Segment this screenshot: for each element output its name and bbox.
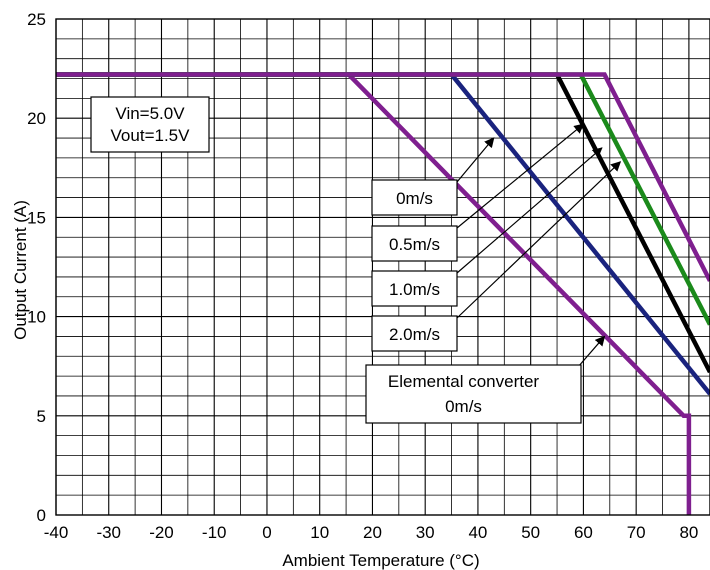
y-tick-label: 15 — [27, 208, 46, 227]
x-tick-label: 80 — [679, 523, 698, 542]
x-tick-label: 30 — [416, 523, 435, 542]
label-arrow-05ms — [456, 123, 585, 229]
x-tick-label: 40 — [468, 523, 487, 542]
elemental-text: 0m/s — [445, 397, 482, 416]
label-text-10ms: 1.0m/s — [389, 280, 440, 299]
x-tick-label: 70 — [627, 523, 646, 542]
plot-border — [55, 18, 710, 516]
elemental-box — [365, 364, 582, 424]
label-arrow-0ms — [456, 137, 495, 183]
y-axis-label: Output Current (A) — [11, 200, 30, 340]
label-text-05ms: 0.5m/s — [389, 235, 440, 254]
label-box-20ms — [371, 315, 458, 352]
x-axis-label: Ambient Temperature (°C) — [282, 551, 479, 570]
y-tick-label: 25 — [27, 10, 46, 29]
y-tick-label: 20 — [27, 109, 46, 128]
y-tick-label: 0 — [37, 506, 46, 525]
x-tick-label: -20 — [149, 523, 174, 542]
x-tick-label: -40 — [44, 523, 69, 542]
x-tick-label: 10 — [310, 523, 329, 542]
label-box-05ms — [371, 225, 458, 262]
x-tick-label: 0 — [262, 523, 271, 542]
plot-frame — [55, 18, 710, 516]
y-tick-label: 10 — [27, 308, 46, 327]
series-line-20ms — [56, 72, 710, 282]
x-tick-label: -10 — [202, 523, 227, 542]
y-tick-label: 5 — [37, 407, 46, 426]
annotations: Vin=5.0V Vout=1.5V 0m/s 0.5m/s 1.0m/s 2.0m/s E… — [90, 96, 622, 424]
label-box-0ms — [371, 179, 458, 216]
conditions-box — [90, 96, 210, 153]
x-tick-label: 50 — [521, 523, 540, 542]
series-group — [56, 72, 710, 515]
x-tick-label: 60 — [574, 523, 593, 542]
label-text-0ms: 0m/s — [396, 189, 433, 208]
label-arrow-20ms — [456, 161, 622, 319]
label-box-10ms — [371, 270, 458, 307]
conditions-text: Vout=1.5V — [111, 126, 191, 145]
conditions-text: Vin=5.0V — [115, 104, 185, 123]
tick-labels: -40 -30 -20 -10 0 10 20 30 40 50 60 70 80 0 5 10 15 20 25 — [27, 10, 698, 542]
x-tick-label: -30 — [96, 523, 121, 542]
label-arrow-10ms — [456, 147, 603, 274]
elemental-arrow — [577, 335, 606, 368]
label-text-20ms: 2.0m/s — [389, 325, 440, 344]
x-tick-label: 20 — [363, 523, 382, 542]
elemental-text: Elemental converter — [388, 372, 540, 391]
